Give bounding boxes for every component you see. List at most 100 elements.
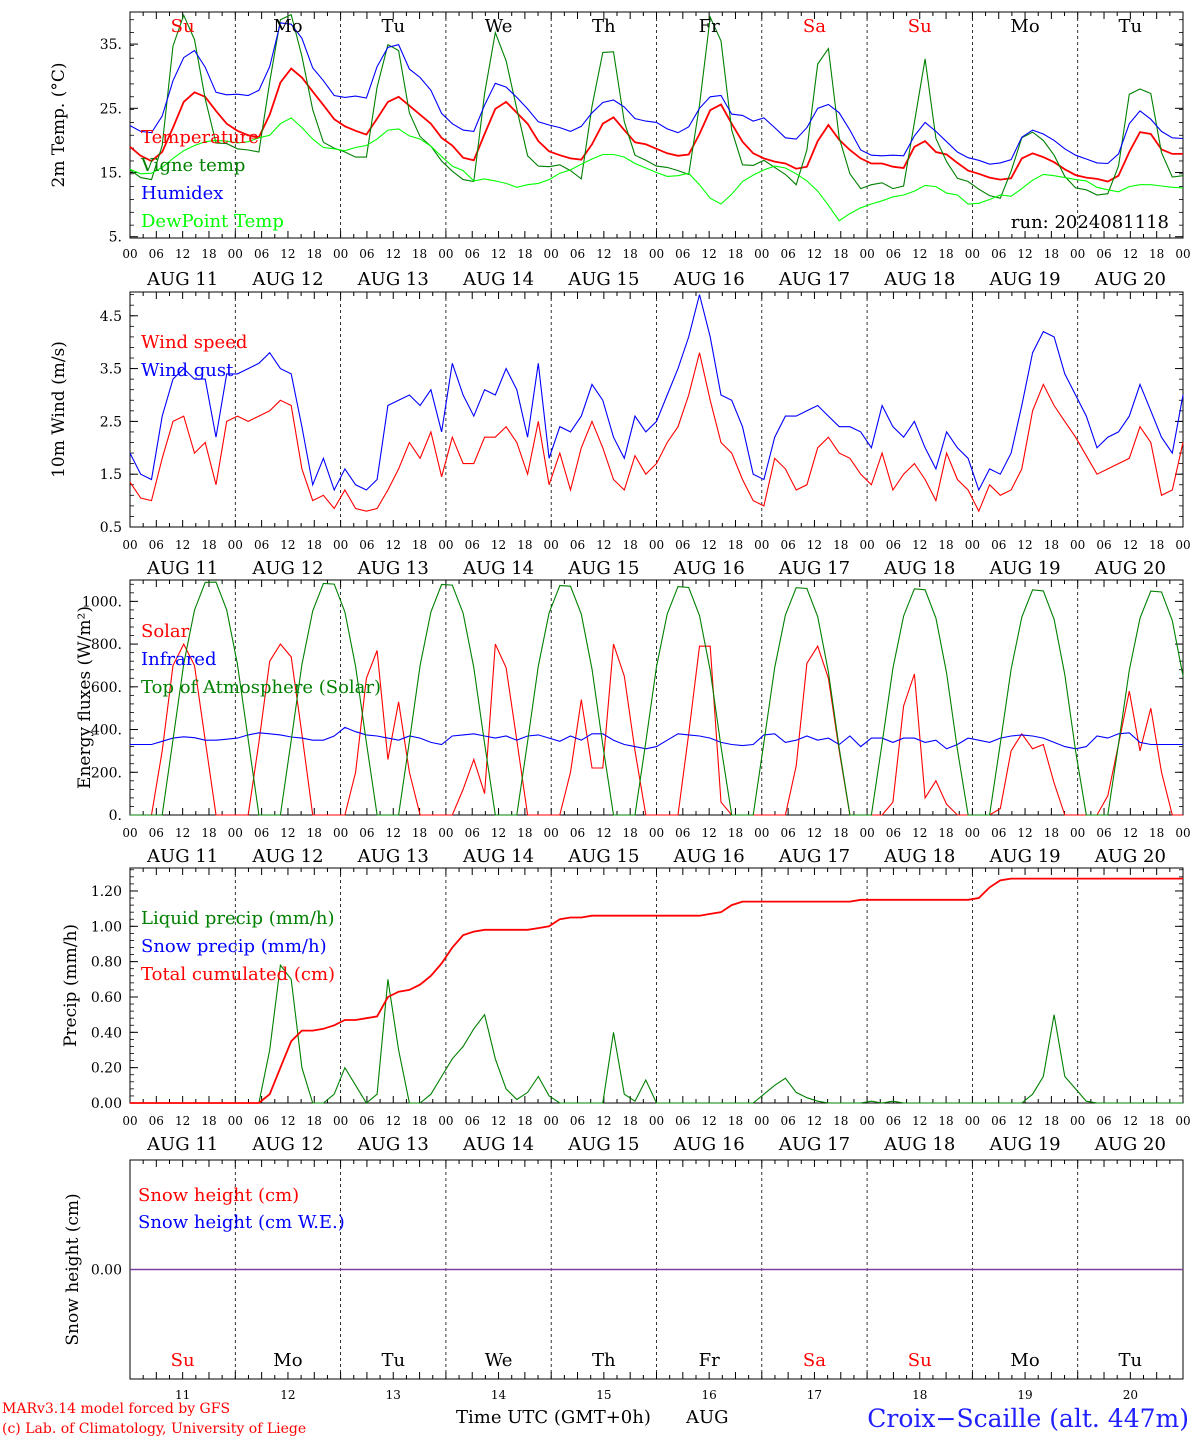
date-label: AUG 19 <box>988 558 1060 579</box>
lab-credit: (c) Lab. of Climatology, University of L… <box>2 1421 306 1437</box>
date-label: AUG 11 <box>146 1134 218 1155</box>
date-label: AUG 17 <box>778 846 850 867</box>
hour-label: 18 <box>307 826 322 840</box>
hour-label: 00 <box>965 1114 980 1128</box>
hour-label: 00 <box>438 1114 453 1128</box>
hour-label: 18 <box>517 247 532 261</box>
series-total-cumulated-cm- <box>130 877 1183 1104</box>
y-tick-label: 0.60 <box>91 990 122 1006</box>
hour-label: 00 <box>649 247 664 261</box>
y-tick-label: 0.80 <box>91 955 122 971</box>
hour-label: 06 <box>359 538 374 552</box>
hour-label: 00 <box>1070 1114 1085 1128</box>
day-name: Tu <box>1119 16 1143 37</box>
hour-label: 00 <box>228 1114 243 1128</box>
hour-label: 06 <box>359 826 374 840</box>
series-wind-gust <box>129 294 1184 492</box>
y-tick-label: 1000. <box>82 594 122 610</box>
hour-label: 18 <box>412 247 427 261</box>
date-label: AUG 16 <box>673 558 745 579</box>
hour-label: 12 <box>1017 538 1032 552</box>
hour-label: 00 <box>1070 247 1085 261</box>
hour-label: 12 <box>807 1114 822 1128</box>
hour-label: 06 <box>465 247 480 261</box>
y-tick-label: 0.40 <box>91 1025 122 1041</box>
hour-label: 12 <box>912 247 927 261</box>
date-label: AUG 20 <box>1094 846 1166 867</box>
date-label: AUG 12 <box>251 558 323 579</box>
hour-label: 18 <box>201 247 216 261</box>
hour-label: 06 <box>780 1114 795 1128</box>
hour-label: 18 <box>833 826 848 840</box>
day-number: 13 <box>386 1388 401 1402</box>
hour-label: 06 <box>149 826 164 840</box>
hour-label: 12 <box>280 538 295 552</box>
y-tick-label: 400. <box>91 723 122 739</box>
hour-label: 18 <box>412 826 427 840</box>
hour-label: 00 <box>1175 826 1190 840</box>
legend-entry: Infrared <box>141 649 216 670</box>
x-axis-title: Time UTC (GMT+0h) <box>456 1407 651 1428</box>
hour-label: 12 <box>491 826 506 840</box>
day-number: 11 <box>175 1388 190 1402</box>
day-name: Th <box>592 16 616 37</box>
hour-label: 12 <box>912 538 927 552</box>
y-tick-label: 35. <box>100 37 122 53</box>
hour-label: 18 <box>1044 1114 1059 1128</box>
hour-label: 00 <box>333 826 348 840</box>
panel-precip: 0.00 0.20 0.40 0.60 0.80 1.00 1.20 Precip (mm/h… <box>61 867 1191 1155</box>
hour-label: 18 <box>833 1114 848 1128</box>
day-name: Tu <box>381 1350 405 1371</box>
hour-label: 06 <box>886 1114 901 1128</box>
hour-label: 18 <box>833 538 848 552</box>
hour-label: 00 <box>1070 538 1085 552</box>
hour-label: 00 <box>1070 826 1085 840</box>
legend-entry: Top of Atmosphere (Solar) <box>141 677 381 698</box>
hour-label: 00 <box>122 1114 137 1128</box>
hour-label: 12 <box>596 247 611 261</box>
y-tick-label: 0.20 <box>91 1061 122 1077</box>
hour-label: 18 <box>1149 826 1164 840</box>
hour-label: 00 <box>965 538 980 552</box>
hour-label: 12 <box>386 826 401 840</box>
hour-label: 00 <box>859 538 874 552</box>
hour-label: 12 <box>491 247 506 261</box>
hour-label: 00 <box>228 826 243 840</box>
day-name: Sa <box>803 16 826 37</box>
hour-label: 18 <box>623 247 638 261</box>
hour-label: 06 <box>465 826 480 840</box>
hour-label: 00 <box>1175 538 1190 552</box>
hour-label: 00 <box>649 538 664 552</box>
hour-label: 06 <box>886 826 901 840</box>
hour-label: 18 <box>307 1114 322 1128</box>
day-name: Su <box>171 16 195 37</box>
legend-entry: Wind gust <box>141 360 234 381</box>
date-label: AUG 19 <box>988 269 1060 290</box>
series-wind-speed <box>129 352 1184 513</box>
hour-label: 12 <box>1123 826 1138 840</box>
y-tick-label: 0.00 <box>91 1096 122 1112</box>
y-tick-label: 0. <box>109 808 122 824</box>
hour-label: 12 <box>175 247 190 261</box>
y-tick-label: 25. <box>100 101 122 117</box>
chart-panels: 5. 15. 25. 35. 2m Temp. (°C) Temperature Vigne… <box>49 11 1191 1402</box>
date-label: AUG 16 <box>673 846 745 867</box>
y-tick-label: 15. <box>100 166 122 182</box>
hour-label: 06 <box>780 247 795 261</box>
hour-label: 06 <box>254 538 269 552</box>
station-title: Croix−Scaille (alt. 447m) <box>867 1404 1189 1433</box>
hour-label: 18 <box>1044 826 1059 840</box>
hour-label: 18 <box>201 538 216 552</box>
hour-label: 00 <box>754 826 769 840</box>
hour-label: 18 <box>1044 538 1059 552</box>
y-axis-label: Snow height (cm) <box>63 1193 83 1345</box>
hour-label: 18 <box>517 826 532 840</box>
hour-label: 06 <box>359 1114 374 1128</box>
hour-label: 12 <box>702 826 717 840</box>
hour-label: 00 <box>228 538 243 552</box>
hour-label: 00 <box>1175 1114 1190 1128</box>
date-label: AUG 15 <box>567 269 639 290</box>
hour-label: 06 <box>991 538 1006 552</box>
hour-label: 12 <box>386 538 401 552</box>
